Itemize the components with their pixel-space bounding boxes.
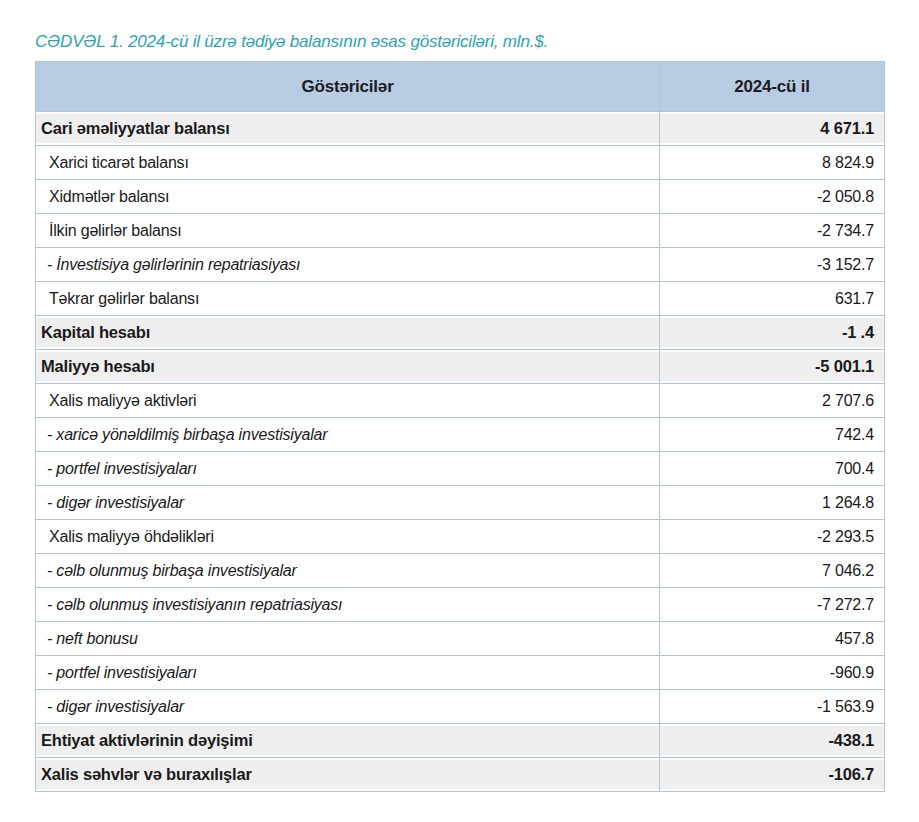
row-label-cell: Xarici ticarət balansı: [36, 146, 660, 180]
row-value-cell: -7 272.7: [660, 588, 885, 622]
table-row: Təkrar gəlirlər balansı 631.7: [36, 282, 885, 316]
table-row: İlkin gəlirlər balansı -2 734.7: [36, 214, 885, 248]
row-value-cell: -106.7: [660, 758, 885, 792]
row-value-cell: 4 671.1: [660, 112, 885, 146]
row-label-cell: - portfel investisiyaları: [36, 452, 660, 486]
row-label-cell: Təkrar gəlirlər balansı: [36, 282, 660, 316]
row-value-cell: -960.9: [660, 656, 885, 690]
row-label-cell: - cəlb olunmuş investisiyanın repatriasi…: [36, 588, 660, 622]
row-label-cell: Xalis maliyyə öhdəlikləri: [36, 520, 660, 554]
row-label-cell: Xalis maliyyə aktivləri: [36, 384, 660, 418]
row-value-cell: 2 707.6: [660, 384, 885, 418]
row-value-cell: 631.7: [660, 282, 885, 316]
row-label-cell: - digər investisiyalar: [36, 690, 660, 724]
row-label-cell: Ehtiyat aktivlərinin dəyişimi: [36, 724, 660, 758]
table-row: - digər investisiyalar 1 264.8: [36, 486, 885, 520]
row-value-cell: -3 152.7: [660, 248, 885, 282]
row-value-cell: -1 563.9: [660, 690, 885, 724]
table-row: - portfel investisiyaları 700.4: [36, 452, 885, 486]
table-header: Göstəricilər 2024-cü il: [36, 62, 885, 112]
row-label-cell: Kapital hesabı: [36, 316, 660, 350]
row-label-cell: Xalis səhvlər və buraxılışlar: [36, 758, 660, 792]
row-label-cell: - neft bonusu: [36, 622, 660, 656]
row-value-cell: 700.4: [660, 452, 885, 486]
row-label-cell: - İnvestisiya gəlirlərinin repatriasiyas…: [36, 248, 660, 282]
row-value-cell: -2 293.5: [660, 520, 885, 554]
table-row: Ehtiyat aktivlərinin dəyişimi -438.1: [36, 724, 885, 758]
row-value-cell: -1 .4: [660, 316, 885, 350]
row-value-cell: 457.8: [660, 622, 885, 656]
table-row: Kapital hesabı -1 .4: [36, 316, 885, 350]
row-value-cell: 8 824.9: [660, 146, 885, 180]
table-row: Xidmətlər balansı -2 050.8: [36, 180, 885, 214]
row-value-cell: -2 734.7: [660, 214, 885, 248]
table-row: Xalis maliyyə öhdəlikləri -2 293.5: [36, 520, 885, 554]
table-row: Cari əməliyyatlar balansı 4 671.1: [36, 112, 885, 146]
row-label-cell: - cəlb olunmuş birbaşa investisiyalar: [36, 554, 660, 588]
table-row: Xarici ticarət balansı 8 824.9: [36, 146, 885, 180]
row-label-cell: İlkin gəlirlər balansı: [36, 214, 660, 248]
header-row: Göstəricilər 2024-cü il: [36, 62, 885, 112]
table-row: Xalis maliyyə aktivləri 2 707.6: [36, 384, 885, 418]
row-value-cell: 1 264.8: [660, 486, 885, 520]
table-row: - neft bonusu 457.8: [36, 622, 885, 656]
table-row: Maliyyə hesabı -5 001.1: [36, 350, 885, 384]
row-value-cell: -5 001.1: [660, 350, 885, 384]
table-row: Xalis səhvlər və buraxılışlar -106.7: [36, 758, 885, 792]
row-value-cell: 7 046.2: [660, 554, 885, 588]
table-row: - digər investisiyalar -1 563.9: [36, 690, 885, 724]
row-label-cell: Cari əməliyyatlar balansı: [36, 112, 660, 146]
document-page: CƏDVƏL 1. 2024-cü il üzrə tədiyə balansı…: [0, 0, 919, 792]
column-header-indicators: Göstəricilər: [36, 62, 660, 112]
row-value-cell: 742.4: [660, 418, 885, 452]
table-row: - portfel investisiyaları -960.9: [36, 656, 885, 690]
row-value-cell: -2 050.8: [660, 180, 885, 214]
balance-of-payments-table: Göstəricilər 2024-cü il Cari əməliyyatla…: [35, 61, 885, 792]
column-header-year: 2024-cü il: [660, 62, 885, 112]
table-body: Cari əməliyyatlar balansı 4 671.1 Xarici…: [36, 112, 885, 792]
row-label-cell: - digər investisiyalar: [36, 486, 660, 520]
row-label-cell: Xidmətlər balansı: [36, 180, 660, 214]
table-row: - xaricə yönəldilmiş birbaşa investisiya…: [36, 418, 885, 452]
row-value-cell: -438.1: [660, 724, 885, 758]
table-row: - cəlb olunmuş birbaşa investisiyalar 7 …: [36, 554, 885, 588]
table-row: - cəlb olunmuş investisiyanın repatriasi…: [36, 588, 885, 622]
row-label-cell: - portfel investisiyaları: [36, 656, 660, 690]
table-title: CƏDVƏL 1. 2024-cü il üzrə tədiyə balansı…: [35, 32, 885, 52]
row-label-cell: - xaricə yönəldilmiş birbaşa investisiya…: [36, 418, 660, 452]
row-label-cell: Maliyyə hesabı: [36, 350, 660, 384]
table-row: - İnvestisiya gəlirlərinin repatriasiyas…: [36, 248, 885, 282]
